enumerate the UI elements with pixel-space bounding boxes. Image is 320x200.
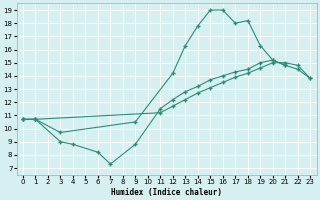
X-axis label: Humidex (Indice chaleur): Humidex (Indice chaleur) — [111, 188, 222, 197]
